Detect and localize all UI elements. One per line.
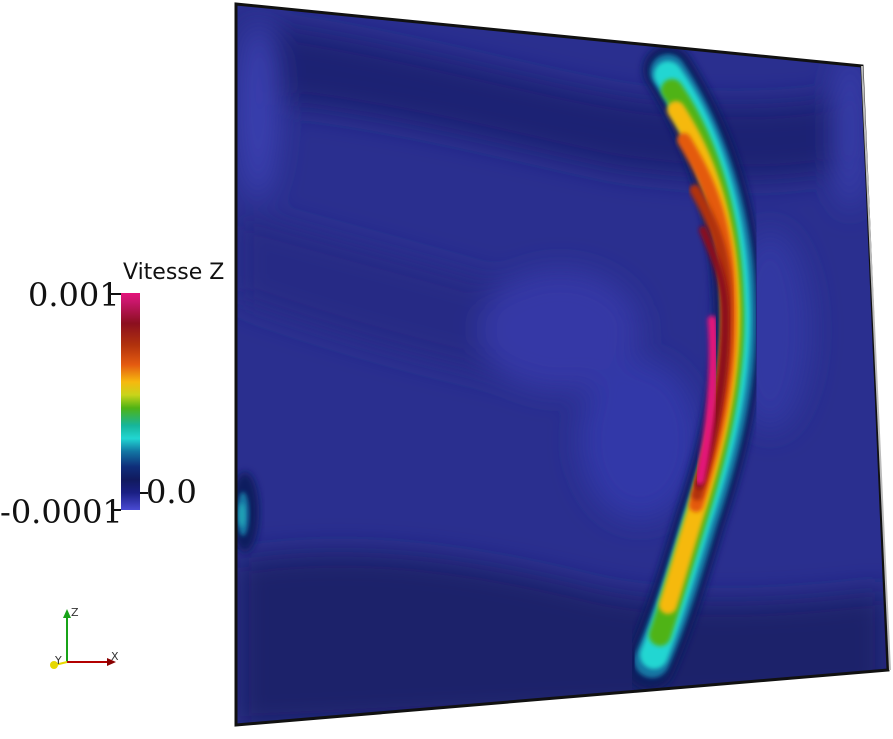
x-axis-arrow: [107, 658, 116, 666]
orientation-axes-icon: [50, 609, 116, 669]
colorbar-min-tick: [111, 509, 121, 511]
colorbar-zero-label: 0.0: [146, 473, 197, 511]
y-axis-label: Y: [55, 654, 62, 667]
velocity-plume: [625, 45, 764, 690]
colorbar-gradient: [121, 293, 140, 510]
colorbar-zero-tick: [140, 492, 148, 494]
edge-plume: [236, 472, 259, 552]
colorbar-title: Vitesse Z: [123, 260, 225, 285]
colorbar-max-label: 0.001: [28, 276, 120, 314]
z-axis-label: Z: [71, 606, 79, 619]
colorbar-max-tick: [111, 293, 121, 295]
y-axis-arrow: [50, 661, 58, 669]
x-axis-label: X: [111, 650, 119, 663]
z-axis-arrow: [63, 609, 71, 618]
colorbar-min-label: -0.0001: [0, 493, 123, 531]
plane-outline: [234, 2, 890, 727]
